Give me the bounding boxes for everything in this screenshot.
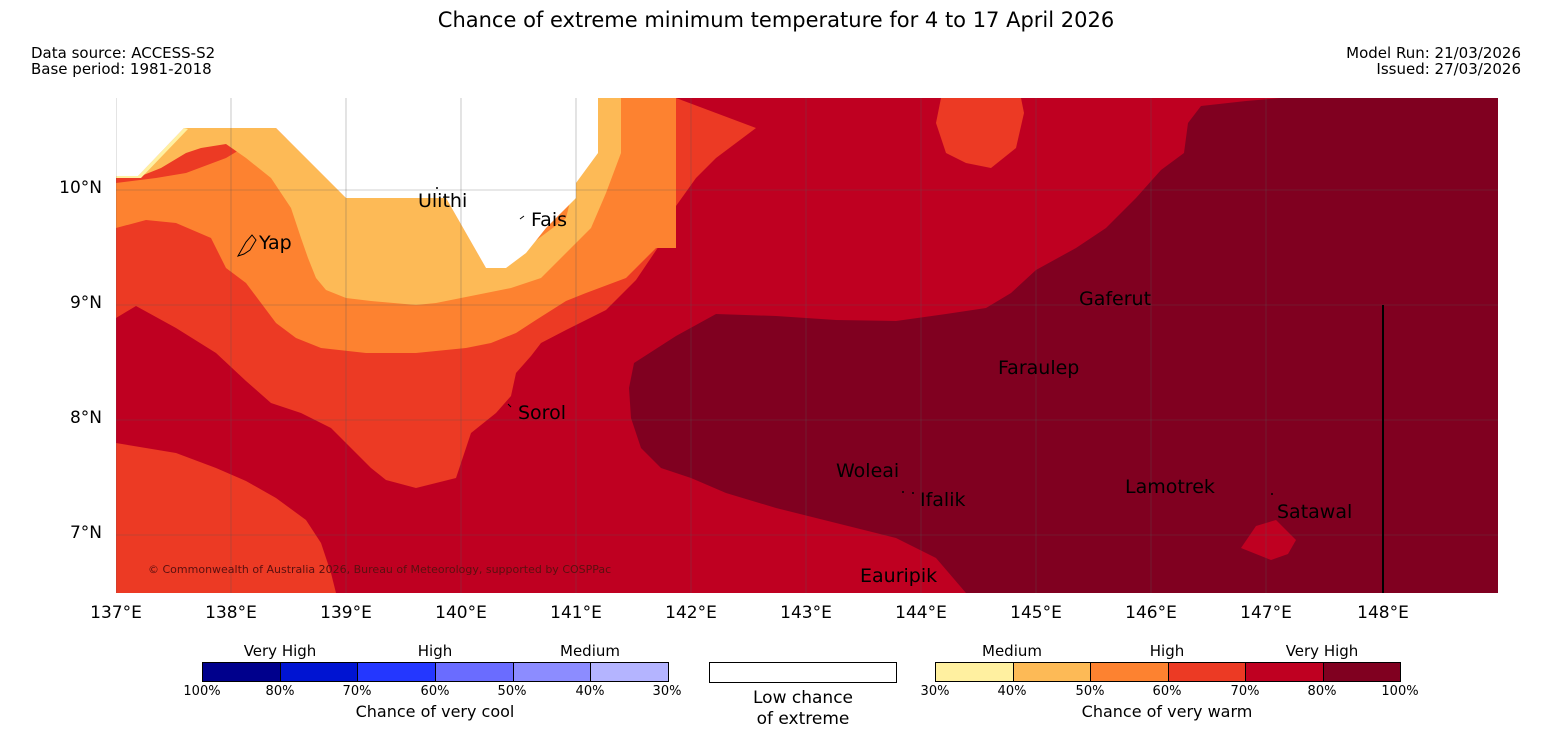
cool-legend-title: Chance of very cool [355,702,515,721]
lon-label: 142°E [665,603,717,623]
lon-label: 148°E [1357,603,1409,623]
lat-label: 7°N [69,523,102,543]
ifalik-island-shape [912,492,914,494]
warm-category-medium: Medium [982,642,1042,660]
place-label-lamotrek: Lamotrek [1125,476,1215,498]
place-label-sorol: Sorol [518,402,566,424]
band-80-100 [629,98,1498,593]
warm-swatch [1091,663,1169,681]
place-label-ifalik: Ifalik [920,489,966,511]
cool-swatch [280,663,359,681]
cool-swatch [358,663,437,681]
lon-label: 145°E [1010,603,1062,623]
warm-swatch [1323,663,1400,681]
place-label-satawal: Satawal [1277,501,1353,523]
place-label-ulithi: Ulithi [418,190,468,212]
cool-swatch [591,663,669,681]
band-70-80-patch-satawal [1241,520,1296,560]
warm-tick: 40% [997,684,1027,699]
warm-legend-title: Chance of very warm [1081,702,1253,721]
satawal-island-shape [1271,493,1273,495]
warm-tick: 30% [920,684,950,699]
cool-swatch [436,663,514,681]
map-title: Chance of extreme minimum temperature fo… [437,8,1115,32]
sorol-island-shape [507,403,512,408]
base-period-text: Base period: 1981-2018 [31,60,212,78]
cool-colorbar [202,662,669,682]
lat-label: 10°N [59,178,102,198]
lon-label: 143°E [780,603,832,623]
cool-category-high: High [417,642,453,660]
warm-tick: 100% [1381,684,1419,699]
copyright-text: © Commonwealth of Australia 2026, Bureau… [148,563,612,576]
band-40-50 [116,98,621,305]
lon-label: 138°E [205,603,257,623]
cool-swatch [203,663,281,681]
cool-tick: 100% [183,684,221,699]
issued-text: Issued: 27/03/2026 [1376,60,1521,78]
cool-category-very-high: Very High [243,642,317,660]
warm-swatch [1013,663,1091,681]
fais-island-shape [519,215,525,220]
place-label-fais: Fais [531,209,568,231]
place-label-faraulep: Faraulep [998,357,1080,379]
place-label-woleai: Woleai [836,460,900,482]
ulithi-island-shape [436,187,438,189]
cool-tick: 40% [575,684,605,699]
place-label-gaferut: Gaferut [1079,288,1152,310]
warm-category-very-high: Very High [1285,642,1359,660]
lon-label: 137°E [90,603,142,623]
warm-swatch [936,663,1014,681]
place-label-yap: Yap [259,232,292,254]
cool-tick: 30% [652,684,682,699]
ifalik-island-shape [902,491,904,493]
lon-label: 141°E [550,603,602,623]
warm-tick: 60% [1152,684,1182,699]
forecast-map [116,98,1498,593]
warm-swatch [1168,663,1246,681]
place-label-eauripik: Eauripik [860,565,938,587]
cool-tick: 80% [265,684,295,699]
warm-tick: 50% [1075,684,1105,699]
band-60-70-patch-north [936,98,1024,168]
cool-tick: 50% [497,684,527,699]
cool-swatch [513,663,592,681]
warm-colorbar [935,662,1401,682]
lon-label: 144°E [895,603,947,623]
meta-left: Data source: ACCESS-S2 Base period: 1981… [31,45,215,77]
cool-tick: 60% [420,684,450,699]
data-source-text: Data source: ACCESS-S2 [31,44,216,62]
band-60-70-patch-southwest [116,443,336,593]
graticule [116,98,1498,593]
warm-tick: 80% [1307,684,1337,699]
meta-right: Model Run: 21/03/2026 Issued: 27/03/2026 [1346,45,1521,77]
low-chance-label: Low chance of extreme [703,688,903,730]
low-chance-area [116,98,598,268]
lat-label: 9°N [69,293,102,313]
lon-label: 140°E [435,603,487,623]
lon-label: 139°E [320,603,372,623]
yap-island-shape [236,234,257,257]
lon-label: 147°E [1240,603,1292,623]
warm-category-high: High [1149,642,1185,660]
low-chance-line2: of extreme [756,709,850,729]
lat-label: 8°N [69,408,102,428]
model-run-text: Model Run: 21/03/2026 [1346,44,1521,62]
cool-category-medium: Medium [560,642,620,660]
cool-tick: 70% [342,684,372,699]
low-chance-line1: Low chance [753,688,853,708]
warm-tick: 70% [1230,684,1260,699]
lon-label: 146°E [1125,603,1177,623]
low-chance-swatch [709,662,897,683]
band-30-40 [116,128,188,178]
warm-swatch [1246,663,1324,681]
